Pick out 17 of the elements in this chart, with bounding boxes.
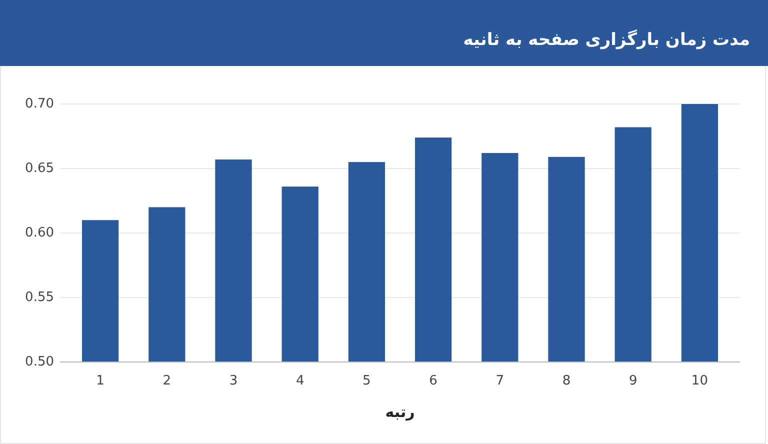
y-tick-label: 0.70 — [25, 96, 54, 112]
y-tick-label: 0.65 — [25, 161, 54, 176]
x-tick-label: 6 — [429, 374, 438, 388]
y-tick-label: 0.50 — [25, 354, 54, 370]
x-tick-label: 2 — [162, 374, 172, 388]
y-tick-label: 0.60 — [25, 226, 54, 240]
chart-title: مدت زمان بارگزاری صفحه به ثانیه — [463, 29, 750, 50]
x-tick-label: 7 — [496, 374, 504, 388]
x-tick-label: 10 — [691, 374, 708, 388]
y-tick-label: 0.55 — [25, 290, 54, 305]
x-tick-label: 5 — [362, 374, 371, 388]
x-tick-label: 1 — [96, 374, 104, 388]
x-tick-label: 3 — [229, 374, 238, 388]
x-tick-label: 8 — [562, 374, 571, 388]
x-tick-label: 4 — [296, 374, 304, 388]
x-tick-label: 9 — [628, 374, 638, 388]
x-axis-title: رتبه — [385, 403, 415, 421]
